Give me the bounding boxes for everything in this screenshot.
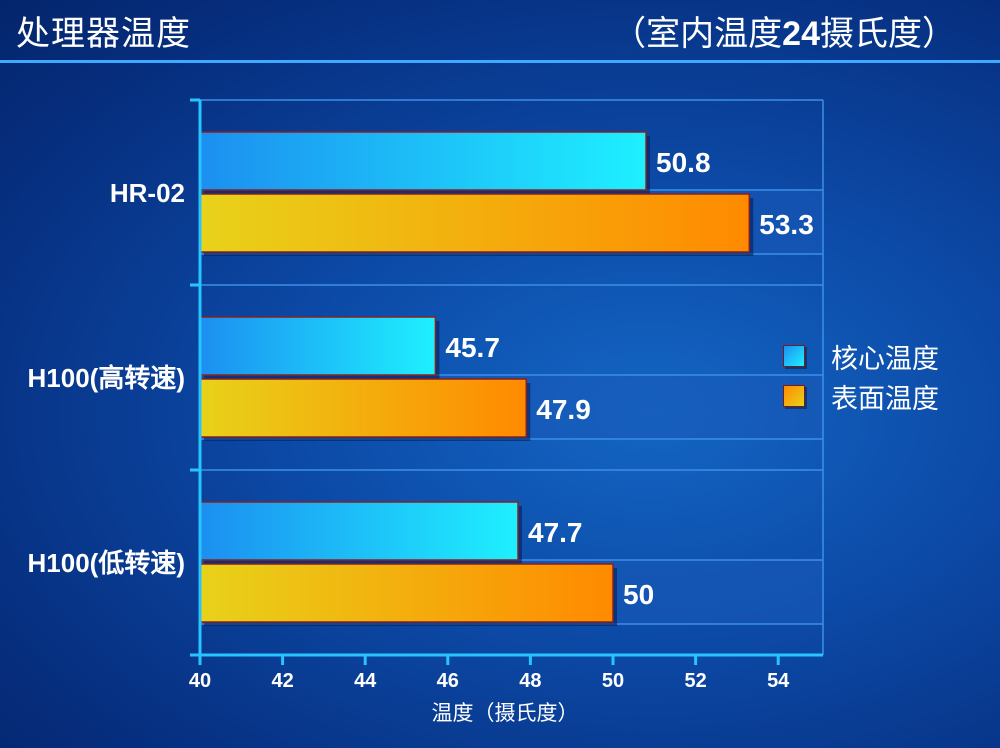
data-label: 45.7 xyxy=(445,332,500,363)
bar-surface xyxy=(199,563,614,623)
data-label: 47.9 xyxy=(536,394,591,425)
category-label: H100(高转速) xyxy=(28,363,185,393)
data-label: 50 xyxy=(623,579,654,610)
data-label: 53.3 xyxy=(759,209,814,240)
x-axis-title: 温度（摄氏度） xyxy=(432,701,579,725)
bar-core xyxy=(199,131,647,191)
subtitle-number: 24 xyxy=(782,15,820,53)
legend-swatch-surface xyxy=(783,385,805,407)
legend-item-core: 核心温度 xyxy=(783,336,939,376)
x-tick-label: 44 xyxy=(354,670,377,692)
subtitle-suffix: 摄氏度） xyxy=(820,14,956,54)
page-subtitle: （室内温度24摄氏度） xyxy=(612,6,956,55)
legend-label-surface: 表面温度 xyxy=(831,383,939,415)
axes-group xyxy=(190,98,823,665)
x-tick-label: 52 xyxy=(684,670,706,692)
page-title: 处理器温度 xyxy=(16,14,191,54)
header-divider xyxy=(0,60,1000,63)
subtitle-prefix: （室内温度 xyxy=(612,14,783,54)
bar-core xyxy=(199,316,437,376)
x-tick-label: 40 xyxy=(189,670,211,692)
category-label: H100(低转速) xyxy=(28,548,185,578)
labels-group: 50.8 53.3 HR-02 45.7 47.9 H100(高转速) 47.7 50 H100… xyxy=(28,147,814,725)
category-label: HR-02 xyxy=(110,178,185,208)
x-tick-label: 42 xyxy=(271,670,293,692)
x-tick-label: 46 xyxy=(437,670,459,692)
bar-core xyxy=(199,501,519,561)
x-tick-label: 54 xyxy=(767,670,790,692)
bar-surface xyxy=(199,193,751,253)
data-label: 50.8 xyxy=(656,147,711,178)
bars-group xyxy=(199,131,754,626)
legend-swatch-core xyxy=(783,345,805,367)
x-tick-label: 50 xyxy=(602,670,624,692)
legend-item-surface: 表面温度 xyxy=(783,376,939,416)
data-label: 47.7 xyxy=(528,517,583,548)
legend-label-core: 核心温度 xyxy=(831,343,939,375)
legend: 核心温度 表面温度 xyxy=(783,336,939,416)
x-tick-label: 48 xyxy=(519,670,541,692)
bar-surface xyxy=(199,378,528,438)
